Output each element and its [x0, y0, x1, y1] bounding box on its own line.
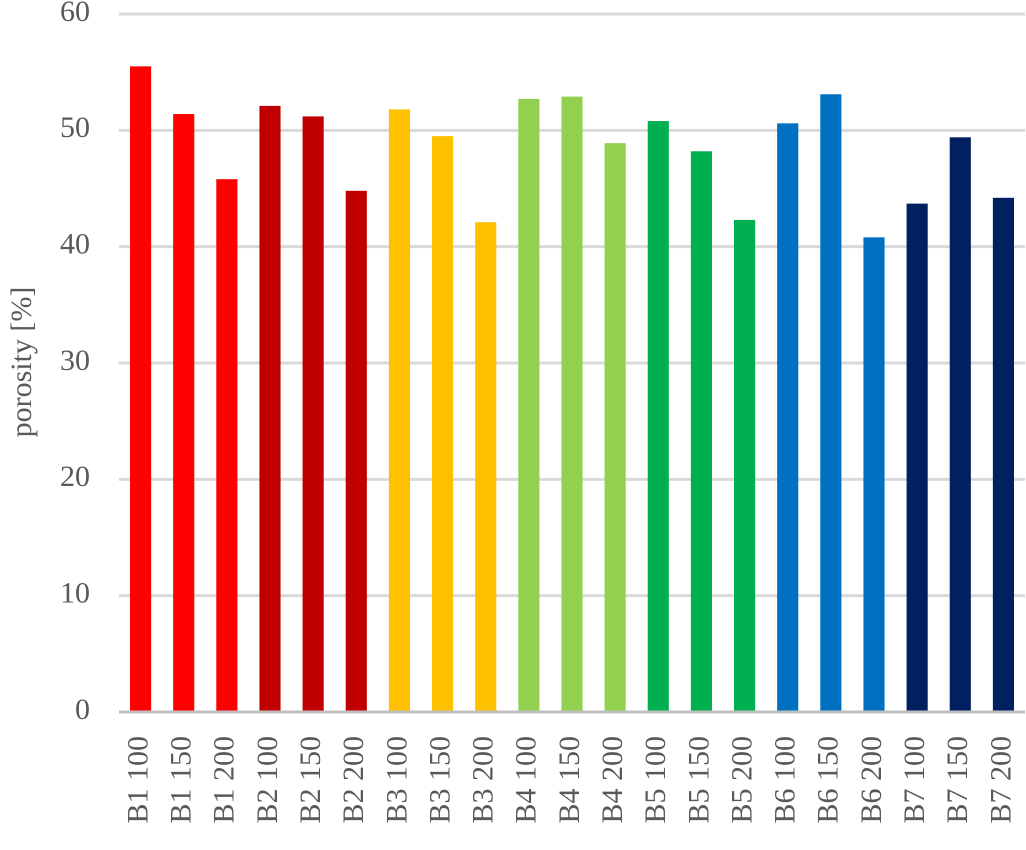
- x-tick-label: B6 200: [855, 736, 888, 824]
- x-tick-label: B3 200: [467, 736, 500, 824]
- bar: [432, 136, 454, 712]
- y-tick-label: 30: [60, 344, 90, 377]
- y-tick-label: 60: [60, 0, 90, 28]
- x-tick-label: B1 100: [121, 736, 154, 824]
- x-tick-label: B2 150: [294, 736, 327, 824]
- bar: [130, 66, 152, 713]
- bar: [475, 222, 497, 712]
- x-tick-label: B7 200: [984, 736, 1017, 824]
- bar: [820, 94, 842, 712]
- x-tick-label: B4 200: [596, 736, 629, 824]
- bar: [647, 121, 669, 712]
- bar: [518, 98, 540, 712]
- y-tick-label: 40: [60, 228, 90, 261]
- x-tick-label: B6 100: [769, 736, 802, 824]
- x-tick-label: B3 150: [423, 736, 456, 824]
- bar: [734, 219, 756, 712]
- x-tick-label: B7 150: [941, 736, 974, 824]
- x-tick-label: B7 100: [898, 736, 931, 824]
- x-tick-label: B4 100: [510, 736, 543, 824]
- bar: [992, 197, 1014, 713]
- y-tick-label: 50: [60, 111, 90, 144]
- bar: [345, 190, 367, 712]
- x-tick-label: B5 200: [725, 736, 758, 824]
- bar: [173, 114, 195, 712]
- bar: [949, 137, 971, 712]
- x-tick-label: B3 100: [380, 736, 413, 824]
- y-axis-title: porosity [%]: [5, 287, 38, 438]
- x-tick-label: B4 150: [553, 736, 586, 824]
- x-tick-label: B6 150: [812, 736, 845, 824]
- bar: [388, 109, 410, 713]
- x-tick-label: B1 200: [208, 736, 241, 824]
- x-tick-label: B2 100: [251, 736, 284, 824]
- x-tick-label: B1 150: [165, 736, 198, 824]
- bar: [216, 179, 238, 712]
- bar: [259, 105, 281, 713]
- y-tick-label: 10: [60, 577, 90, 610]
- bar: [863, 237, 885, 713]
- x-tick-label: B5 150: [682, 736, 715, 824]
- bar: [604, 143, 626, 712]
- x-tick-label: B2 200: [337, 736, 370, 824]
- bar: [906, 203, 928, 712]
- bar: [561, 96, 583, 712]
- bar: [690, 151, 712, 713]
- y-tick-label: 20: [60, 460, 90, 493]
- bar: [777, 123, 799, 712]
- x-tick-label: B5 100: [639, 736, 672, 824]
- y-tick-label: 0: [75, 693, 90, 726]
- bar: [302, 116, 324, 712]
